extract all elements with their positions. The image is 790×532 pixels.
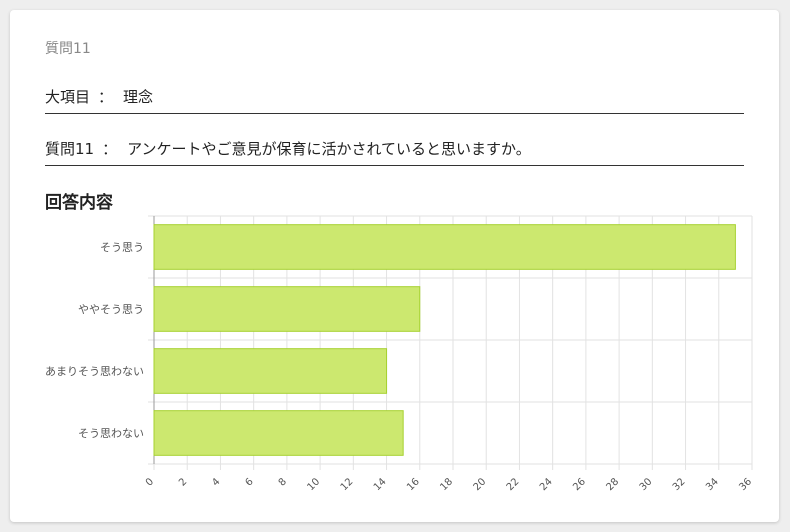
question-row: 質問11 ： アンケートやご意見が保育に活かされていると思いますか。 xyxy=(45,138,744,166)
x-tick-label: 30 xyxy=(638,476,655,493)
bar-4 xyxy=(153,410,404,456)
x-tick-label: 12 xyxy=(339,476,356,493)
x-tick-label: 22 xyxy=(505,476,522,493)
question-card: 質問11 大項目 ： 理念 質問11 ： アンケートやご意見が保育に活かされていると思い… xyxy=(10,10,779,522)
x-tick-label: 20 xyxy=(472,476,489,493)
bar-3 xyxy=(153,348,388,394)
x-tick-label: 18 xyxy=(438,476,455,493)
x-tick-label: 2 xyxy=(177,476,189,488)
category-label: あまりそう思わない xyxy=(45,365,144,378)
x-tick-label: 32 xyxy=(671,476,688,493)
question-separator: ： xyxy=(102,140,118,158)
category-separator: ： xyxy=(98,88,114,106)
x-tick-label: 24 xyxy=(538,476,555,493)
x-tick-label: 36 xyxy=(737,476,754,493)
category-value: 理念 xyxy=(123,88,154,106)
x-tick-label: 16 xyxy=(405,476,422,493)
x-tick-label: 8 xyxy=(277,476,289,488)
category-label: 大項目 xyxy=(45,88,91,106)
category-label: そう思わない xyxy=(78,427,144,440)
category-row: 大項目 ： 理念 xyxy=(45,86,744,114)
answer-section-title: 回答内容 xyxy=(45,193,113,213)
x-tick-label: 28 xyxy=(604,476,621,493)
question-number: 質問11 xyxy=(45,41,91,57)
x-tick-label: 0 xyxy=(144,476,156,488)
category-label: そう思う xyxy=(100,241,144,254)
x-tick-label: 10 xyxy=(305,476,322,493)
bar-1 xyxy=(153,224,736,270)
x-tick-label: 14 xyxy=(372,476,389,493)
question-text: アンケートやご意見が保育に活かされていると思いますか。 xyxy=(127,140,531,158)
x-tick-label: 26 xyxy=(571,476,588,493)
category-label: ややそう思う xyxy=(78,303,144,316)
bar-2 xyxy=(153,286,421,332)
x-tick-label: 34 xyxy=(704,476,721,493)
question-label: 質問11 xyxy=(45,140,95,158)
x-tick-label: 4 xyxy=(210,476,222,488)
x-tick-label: 6 xyxy=(244,476,256,488)
